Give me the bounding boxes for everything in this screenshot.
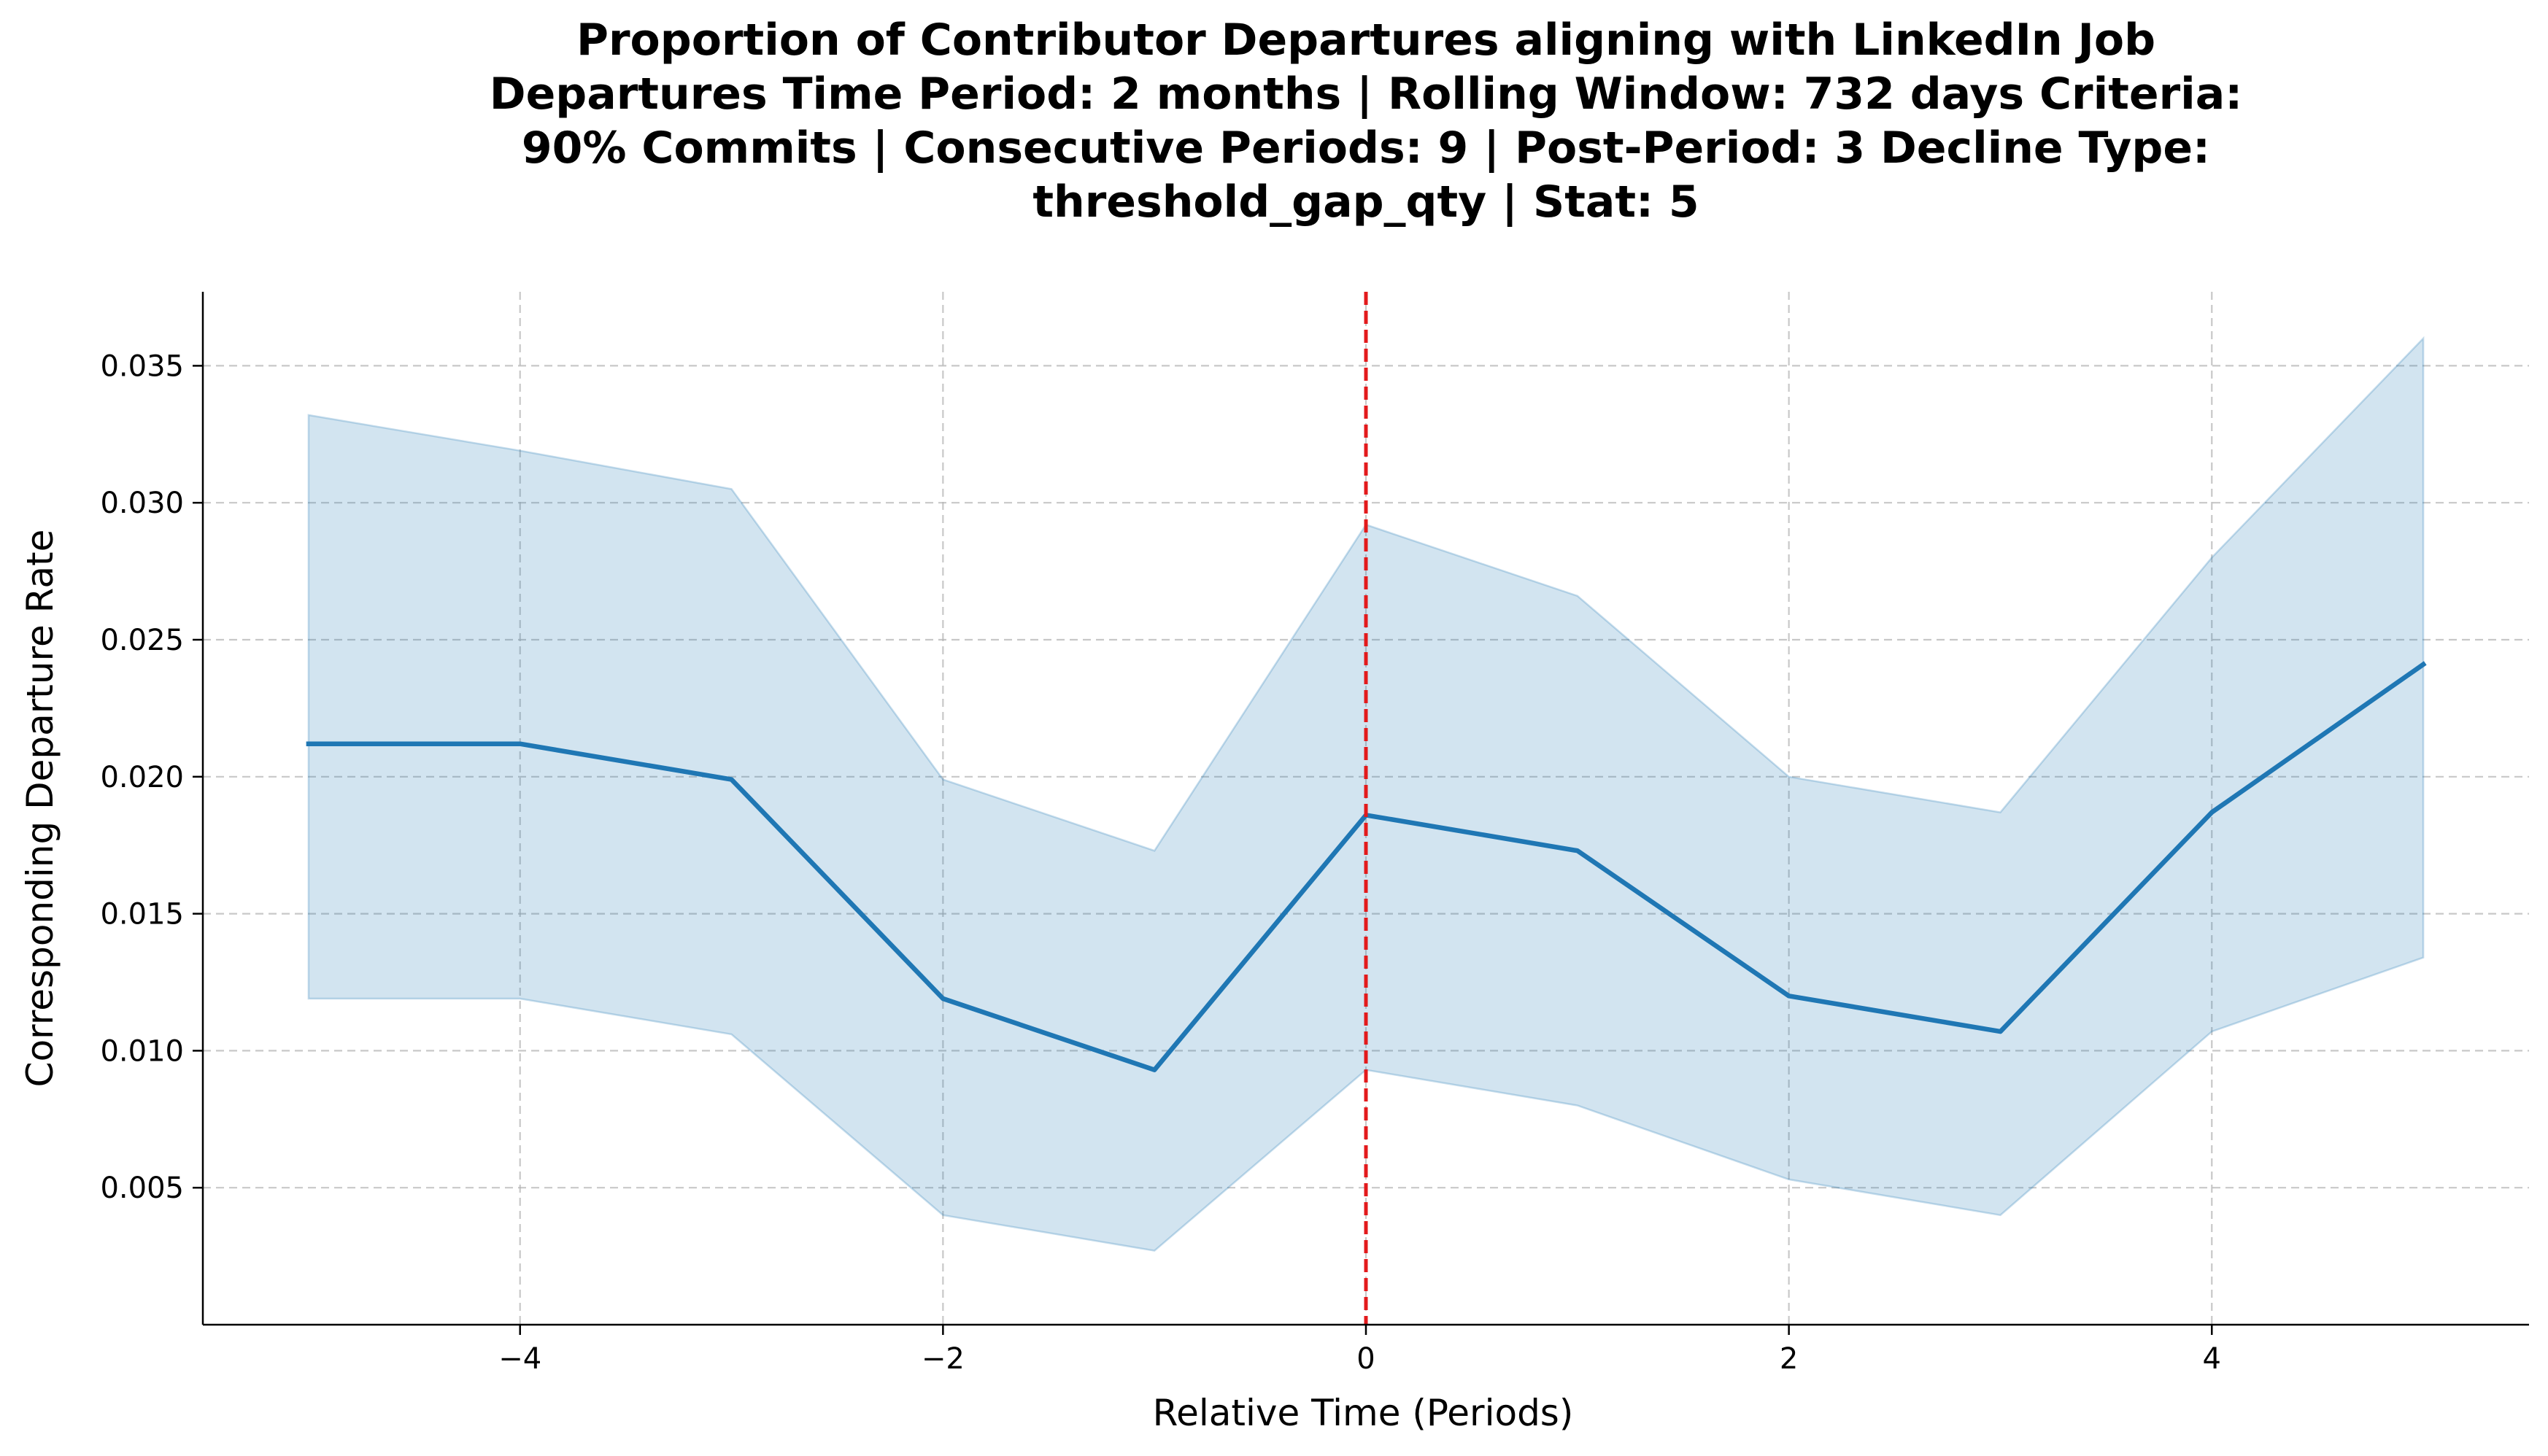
x-tick-label: 2 xyxy=(1780,1342,1798,1376)
chart-title-line-3: 90% Commits | Consecutive Periods: 9 | P… xyxy=(521,123,2211,174)
chart-title-line-1: Proportion of Contributor Departures ali… xyxy=(576,15,2156,66)
y-tick-label: 0.020 xyxy=(100,761,184,794)
chart-title-line-2: Departures Time Period: 2 months | Rolli… xyxy=(489,69,2243,120)
x-tick-label: −4 xyxy=(498,1342,541,1376)
y-tick-label: 0.025 xyxy=(100,624,184,657)
y-tick-label: 0.030 xyxy=(100,487,184,520)
y-tick-label: 0.035 xyxy=(100,349,184,383)
chart-title-line-4: threshold_gap_qty | Stat: 5 xyxy=(1032,177,1699,228)
y-tick-label: 0.010 xyxy=(100,1034,184,1068)
y-axis-ticks: 0.005 0.010 0.015 0.020 0.025 0.030 0.035 xyxy=(100,349,203,1205)
x-tick-label: 0 xyxy=(1356,1342,1375,1376)
x-tick-label: −2 xyxy=(922,1342,965,1376)
x-tick-label: 4 xyxy=(2203,1342,2221,1376)
x-axis-label: Relative Time (Periods) xyxy=(1153,1392,1574,1434)
x-axis-ticks: −4 −2 0 2 4 xyxy=(498,1325,2221,1376)
y-tick-label: 0.005 xyxy=(100,1172,184,1205)
y-tick-label: 0.015 xyxy=(100,898,184,932)
chart-title: Proportion of Contributor Departures ali… xyxy=(198,13,2533,229)
y-axis-label: Corresponding Departure Rate xyxy=(19,530,61,1088)
